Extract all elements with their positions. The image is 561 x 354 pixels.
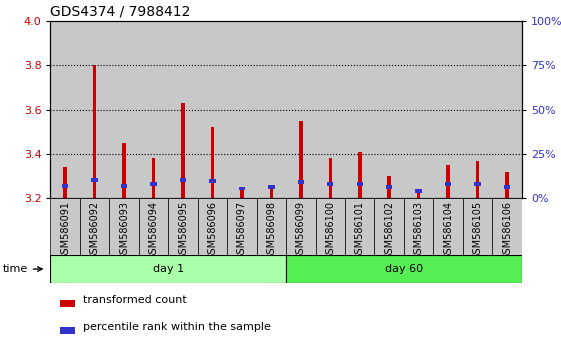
Bar: [227, 21, 256, 198]
Bar: [239, 187, 245, 190]
Bar: [168, 198, 197, 255]
Bar: [60, 300, 76, 307]
Bar: [240, 187, 243, 198]
Bar: [447, 165, 450, 198]
Text: GSM586098: GSM586098: [266, 201, 277, 260]
Bar: [50, 198, 80, 255]
Bar: [298, 180, 304, 184]
Bar: [197, 21, 227, 198]
Bar: [476, 161, 479, 198]
Bar: [463, 198, 493, 255]
Bar: [315, 21, 345, 198]
Bar: [150, 182, 157, 186]
Bar: [211, 127, 214, 198]
Text: GSM586105: GSM586105: [472, 201, 482, 260]
Bar: [463, 21, 493, 198]
Bar: [433, 198, 463, 255]
Bar: [197, 198, 227, 255]
Bar: [388, 176, 391, 198]
Bar: [404, 21, 433, 198]
Bar: [315, 198, 345, 255]
Bar: [109, 198, 139, 255]
Bar: [286, 198, 315, 255]
Bar: [152, 159, 155, 198]
Bar: [209, 179, 215, 183]
Text: GSM586091: GSM586091: [60, 201, 70, 260]
Bar: [50, 255, 286, 283]
Bar: [60, 327, 76, 334]
Bar: [270, 185, 273, 198]
Text: GSM586095: GSM586095: [178, 201, 188, 260]
Text: GDS4374 / 7988412: GDS4374 / 7988412: [50, 5, 191, 19]
Bar: [181, 103, 185, 198]
Bar: [50, 21, 80, 198]
Text: GSM586096: GSM586096: [208, 201, 218, 260]
Bar: [227, 198, 257, 255]
Bar: [109, 21, 139, 198]
Bar: [358, 152, 361, 198]
Bar: [62, 184, 68, 188]
Bar: [375, 21, 404, 198]
Text: GSM586101: GSM586101: [355, 201, 365, 260]
Bar: [345, 198, 374, 255]
Bar: [91, 178, 98, 182]
Bar: [180, 178, 186, 182]
Bar: [268, 185, 274, 189]
Bar: [93, 65, 96, 198]
Text: GSM586104: GSM586104: [443, 201, 453, 260]
Text: time: time: [2, 264, 42, 274]
Bar: [286, 21, 315, 198]
Text: GSM586106: GSM586106: [502, 201, 512, 260]
Bar: [493, 198, 522, 255]
Bar: [286, 255, 522, 283]
Bar: [375, 198, 404, 255]
Bar: [139, 21, 168, 198]
Bar: [329, 159, 332, 198]
Bar: [80, 21, 109, 198]
Bar: [504, 185, 510, 189]
Bar: [505, 172, 509, 198]
Bar: [139, 198, 168, 255]
Bar: [257, 198, 286, 255]
Text: percentile rank within the sample: percentile rank within the sample: [82, 322, 270, 332]
Bar: [416, 189, 422, 193]
Bar: [417, 189, 420, 198]
Text: GSM586100: GSM586100: [325, 201, 335, 260]
Text: transformed count: transformed count: [82, 295, 186, 305]
Bar: [63, 167, 67, 198]
Text: GSM586097: GSM586097: [237, 201, 247, 260]
Bar: [327, 182, 333, 186]
Bar: [357, 182, 363, 186]
Bar: [168, 21, 197, 198]
Text: GSM586103: GSM586103: [413, 201, 424, 260]
Bar: [299, 121, 302, 198]
Bar: [433, 21, 463, 198]
Bar: [493, 21, 522, 198]
Text: GSM586102: GSM586102: [384, 201, 394, 260]
Text: GSM586092: GSM586092: [90, 201, 100, 260]
Bar: [256, 21, 286, 198]
Bar: [475, 182, 481, 186]
Text: day 60: day 60: [385, 264, 423, 274]
Bar: [404, 198, 433, 255]
Text: GSM586093: GSM586093: [119, 201, 129, 260]
Bar: [121, 184, 127, 188]
Bar: [386, 185, 392, 189]
Bar: [80, 198, 109, 255]
Text: GSM586094: GSM586094: [149, 201, 159, 260]
Text: GSM586099: GSM586099: [296, 201, 306, 260]
Bar: [122, 143, 126, 198]
Text: day 1: day 1: [153, 264, 184, 274]
Bar: [445, 182, 451, 186]
Bar: [345, 21, 374, 198]
